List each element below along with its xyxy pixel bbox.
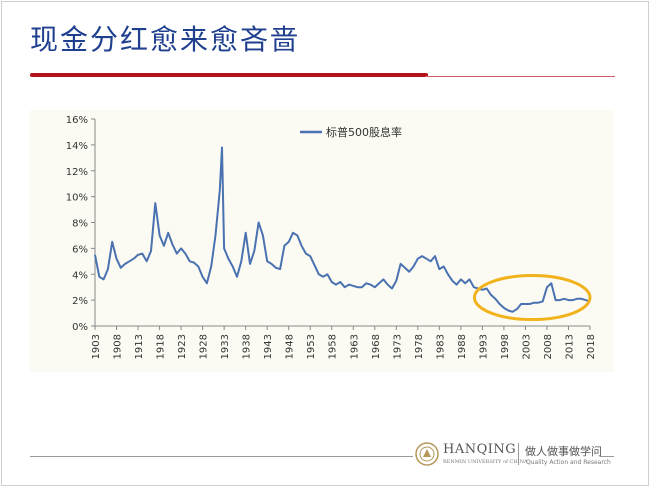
x-tick-label: 1973 [392,334,403,359]
x-tick-label: 2013 [564,334,575,359]
x-tick-label: 2018 [586,334,597,359]
motto-text: 做人做事做学问 [525,445,602,458]
title-underline-accent [30,73,428,77]
x-tick-label: 1908 [113,334,124,359]
series-line [94,146,591,313]
x-tick-label: 1933 [220,334,231,359]
y-tick-label: 2% [72,296,88,307]
brand-divider [518,443,519,465]
y-tick-label: 10% [66,193,88,204]
x-tick-label: 1978 [414,334,425,359]
x-tick-label: 2008 [543,334,554,359]
x-tick-label: 1923 [177,334,188,359]
highlight-ellipse [472,274,592,322]
highlight-annotation [472,274,592,322]
x-tick-label: 1968 [371,334,382,359]
x-tick-label: 1913 [134,334,145,359]
x-tick-label: 1943 [263,334,274,359]
x-axis: 1903 1908 1913 1918 1923 1928 1933 1938 1943 1948… [91,325,597,359]
x-tick-label: 1988 [457,334,468,359]
university-seal-icon [415,442,439,466]
x-tick-label: 1958 [328,334,339,359]
motto-subtitle: Quality Action and Research [526,459,611,466]
brand-subtitle: RENMIN UNIVERSITY of CHINA [443,459,528,465]
x-tick-label: 1963 [349,334,360,359]
x-tick-label: 2003 [521,334,532,359]
slide-title: 现金分红愈来愈吝啬 [30,23,301,56]
x-tick-label: 1998 [500,334,511,359]
chart-legend: 标普500股息率 [300,125,402,139]
x-tick-label: 1993 [478,334,489,359]
x-tick-label: 1983 [435,334,446,359]
x-tick-label: 1903 [91,334,102,359]
brand-name: HANQING [443,442,517,457]
footer-divider [30,456,413,457]
y-tick-label: 8% [72,219,88,230]
y-tick-label: 4% [72,270,88,281]
title-underline-thin [425,76,615,77]
y-tick-label: 16% [66,115,88,126]
legend-label: 标普500股息率 [326,125,402,139]
x-tick-label: 1918 [156,334,167,359]
x-tick-label: 1953 [306,334,317,359]
y-tick-label: 6% [72,244,88,255]
x-tick-label: 1948 [285,334,296,359]
y-tick-label: 0% [72,322,88,333]
y-tick-label: 14% [66,141,88,152]
chart-panel [30,110,614,372]
y-tick-label: 12% [66,167,88,178]
series-layer [94,146,591,313]
y-axis: 0% 2% 4% 6% 8% 10% 12% 14% 16% [66,115,96,333]
x-tick-label: 1928 [199,334,210,359]
footer-divider-end [600,456,614,457]
x-tick-label: 1938 [242,334,253,359]
